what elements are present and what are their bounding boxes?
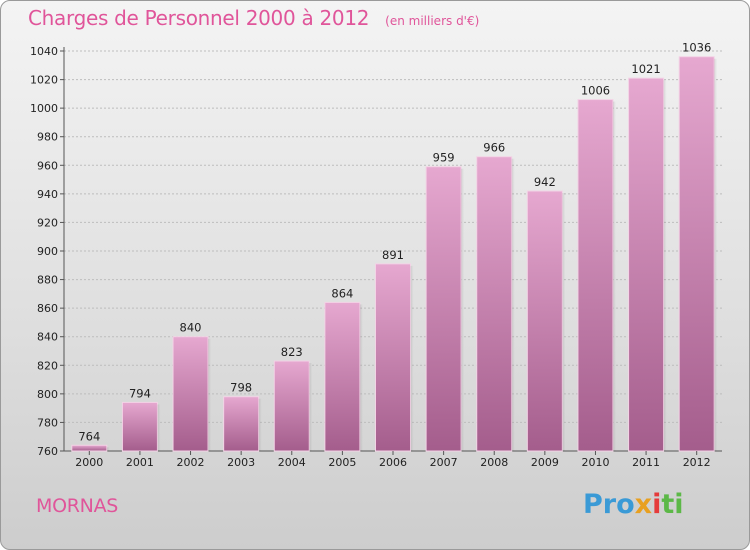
x-tick-label-2008: 2008	[480, 456, 508, 469]
bar-2001	[121, 401, 158, 452]
data-label-2008: 966	[483, 141, 505, 155]
bar-shadow	[663, 80, 667, 452]
bar-2002	[172, 336, 209, 452]
proxiti-logo: Proxiti	[583, 489, 684, 520]
town-name: MORNAS	[36, 495, 119, 517]
x-tick-label-2002: 2002	[177, 456, 205, 469]
bar-2003	[223, 396, 260, 452]
y-tick-label: 940	[37, 188, 58, 201]
chart-title-row: Charges de Personnel 2000 à 2012 (en mill…	[28, 6, 479, 30]
data-label-2012: 1036	[682, 41, 711, 55]
x-tick-label-2005: 2005	[328, 456, 356, 469]
y-tick-label: 760	[37, 445, 58, 458]
y-tick-label: 860	[37, 302, 58, 315]
bar-2006	[375, 263, 411, 452]
data-label-2000: 764	[78, 429, 100, 443]
data-label-2001: 794	[129, 386, 151, 400]
data-label-2005: 864	[331, 286, 353, 300]
data-label-2004: 823	[281, 345, 303, 359]
y-tick-label: 980	[37, 131, 58, 144]
bar-2011	[628, 77, 665, 452]
bar-2012	[678, 56, 715, 452]
chart-subtitle: (en milliers d'€)	[385, 14, 480, 28]
x-tick-label-2007: 2007	[430, 456, 458, 469]
bar-shadow	[410, 265, 414, 451]
y-tick-label: 960	[37, 159, 58, 172]
x-tick-label-2000: 2000	[75, 456, 103, 469]
bar-2000	[71, 444, 108, 452]
y-tick-label: 820	[37, 359, 58, 372]
bar-shadow	[562, 193, 566, 451]
x-tick-label-2009: 2009	[531, 456, 559, 469]
data-label-2010: 1006	[581, 84, 610, 98]
y-tick-label: 1020	[30, 74, 58, 87]
x-tick-label-2011: 2011	[632, 456, 660, 469]
bar-2007	[425, 166, 462, 452]
y-tick-label: 880	[37, 274, 58, 287]
y-tick-label: 780	[37, 416, 58, 429]
x-tick-label-2004: 2004	[278, 456, 306, 469]
chart-title: Charges de Personnel 2000 à 2012	[28, 6, 370, 30]
x-tick-label-2003: 2003	[227, 456, 255, 469]
bar-shadow	[461, 168, 465, 451]
y-tick-label: 800	[37, 388, 58, 401]
bar-2010	[577, 99, 614, 452]
x-tick-label-2001: 2001	[126, 456, 154, 469]
y-tick-label: 900	[37, 245, 58, 258]
y-tick-label: 840	[37, 331, 58, 344]
x-tick-label-2006: 2006	[379, 456, 407, 469]
bar-2008	[476, 156, 513, 452]
y-tick-label: 1000	[30, 102, 58, 115]
bar-shadow	[106, 447, 110, 451]
bar-2005	[324, 301, 361, 452]
bar-2004	[273, 360, 310, 452]
data-label-2002: 840	[180, 321, 202, 335]
x-tick-label-2012: 2012	[683, 456, 711, 469]
data-label-2006: 891	[382, 248, 404, 262]
y-tick-label: 920	[37, 216, 58, 229]
bar-shadow	[511, 158, 515, 451]
data-label-2007: 959	[433, 151, 455, 165]
data-label-2009: 942	[534, 175, 556, 189]
x-tick-label-2010: 2010	[581, 456, 609, 469]
bar-shadow	[309, 363, 313, 451]
data-label-2003: 798	[230, 381, 252, 395]
bar-shadow	[208, 338, 212, 451]
bar-shadow	[157, 404, 161, 451]
bar-shadow	[612, 101, 616, 452]
y-tick-label: 1040	[30, 45, 58, 58]
bar-shadow	[359, 304, 363, 451]
bar-shadow	[714, 58, 718, 451]
data-label-2011: 1021	[631, 62, 660, 76]
bar-shadow	[258, 398, 262, 451]
bar-2009	[526, 190, 563, 452]
